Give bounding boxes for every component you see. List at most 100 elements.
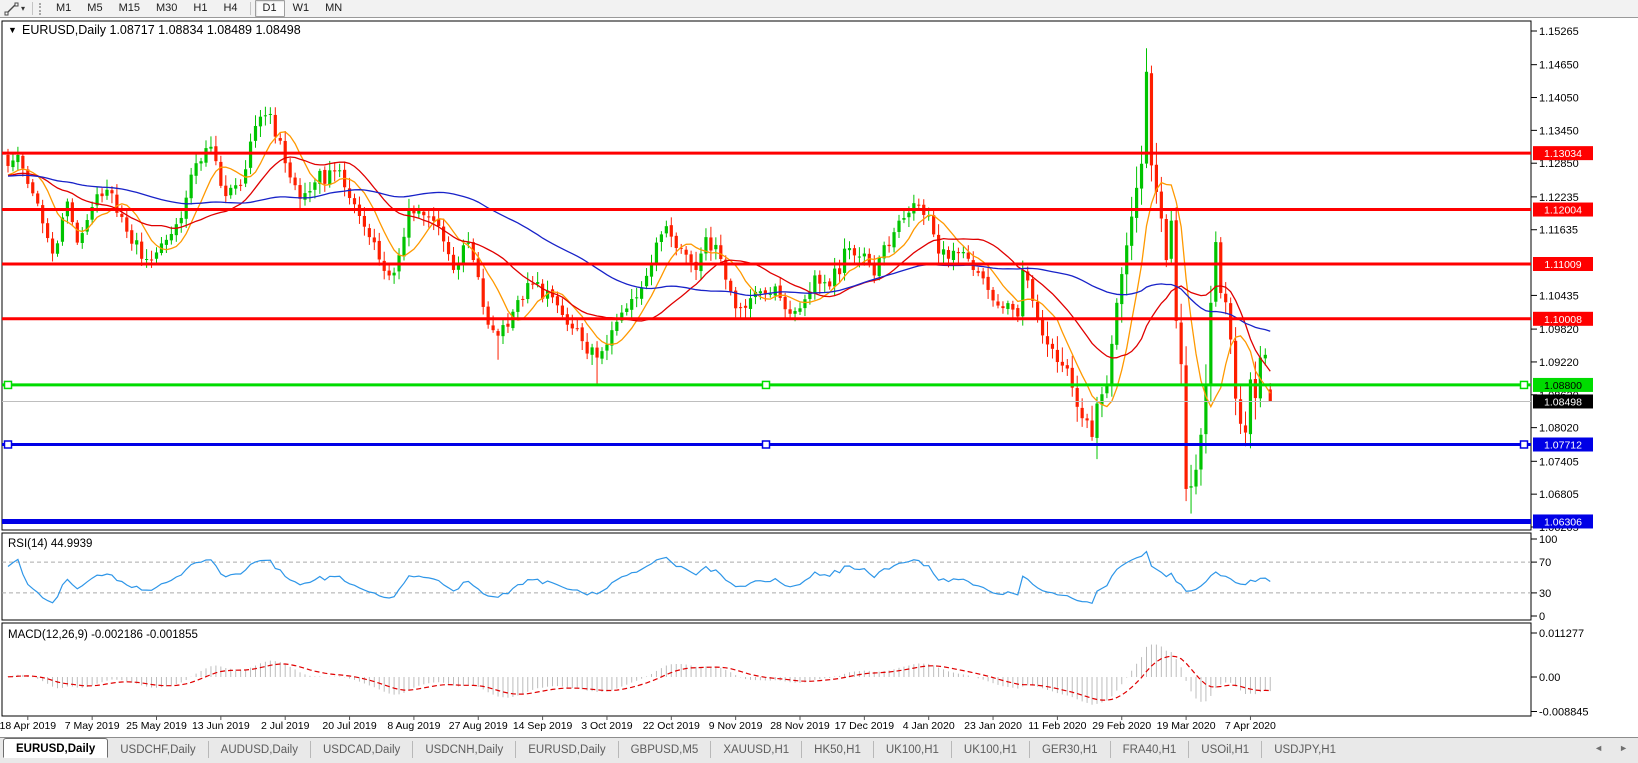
chart-tab-2-audusd-daily[interactable]: AUDUSD,Daily	[207, 741, 310, 758]
timeframe-button-w1[interactable]: W1	[292, 2, 310, 14]
candle-bearish	[669, 225, 673, 237]
moving-average-fast	[7, 131, 1271, 409]
price-tick-label: 1.14050	[1539, 93, 1579, 105]
chart-tab-12-fra40-h1[interactable]: FRA40,H1	[1109, 741, 1189, 758]
chart-tab-4-usdcnh-daily[interactable]: USDCNH,Daily	[412, 741, 515, 758]
chart-panel[interactable]	[1, 622, 1532, 717]
date-tick-label: 3 Oct 2019	[581, 720, 633, 732]
candle-bearish	[763, 290, 767, 295]
candle-bearish	[595, 347, 599, 358]
candle-bearish	[46, 223, 50, 239]
candle-bearish	[125, 217, 129, 232]
candle-bullish	[545, 290, 550, 299]
candle-bearish	[1159, 191, 1163, 219]
toolbar-grip[interactable]	[39, 2, 43, 15]
current-price-label-text: 1.08498	[1544, 396, 1582, 408]
candle-bullish	[823, 282, 827, 284]
candle-bearish	[684, 249, 688, 255]
tab-scroll-right-icon[interactable]: ►	[1619, 743, 1628, 753]
candle-bullish	[417, 210, 421, 214]
timeframe-button-m5[interactable]: M5	[87, 2, 103, 14]
date-tick-label: 19 Mar 2020	[1157, 720, 1216, 732]
chevron-down-icon[interactable]: ▾	[21, 4, 26, 13]
symbol-dropdown-icon[interactable]: ▼	[8, 25, 17, 35]
candle-bearish	[729, 280, 733, 292]
hline-handle[interactable]	[761, 440, 771, 449]
chart-tab-9-uk100-h1[interactable]: UK100,H1	[872, 741, 951, 758]
chart-tab-0-eurusd-daily[interactable]: EURUSD,Daily	[3, 738, 109, 758]
chart-tab-1-usdchf-daily[interactable]: USDCHF,Daily	[120, 744, 196, 756]
candle-bearish	[932, 215, 936, 235]
hline-price-label-text: 1.12004	[1544, 205, 1582, 217]
candle-bearish	[981, 271, 985, 279]
chart-tab-3-usdcad-daily[interactable]: USDCAD,Daily	[309, 741, 412, 758]
candle-bullish	[640, 287, 644, 299]
chart-tab-6-gbpusd-m5[interactable]: GBPUSD,M5	[617, 741, 711, 758]
chart-title: EURUSD,Daily 1.08717 1.08834 1.08489 1.0…	[22, 23, 301, 37]
moving-average-slow	[7, 174, 1271, 332]
candle-bearish	[323, 169, 327, 184]
candle-bearish	[1050, 343, 1055, 349]
timeframe-button-m1[interactable]: M1	[56, 2, 72, 14]
candle-bearish	[6, 155, 10, 166]
drawing-tool-button[interactable]: ▾	[0, 1, 28, 17]
candle-bullish	[169, 233, 173, 241]
candle-bullish	[961, 252, 965, 254]
chart-tab-7-xauusd-h1[interactable]: XAUUSD,H1	[710, 741, 801, 758]
timeframe-button-d1[interactable]: D1	[254, 0, 285, 17]
candle-bearish	[352, 198, 357, 205]
chart-panel[interactable]	[1, 532, 1532, 621]
candle-bullish	[402, 236, 406, 257]
rsi-scale-label: 0	[1539, 611, 1545, 623]
candle-bullish	[209, 146, 213, 149]
candle-bearish	[1164, 219, 1168, 261]
candle-bullish	[328, 170, 332, 185]
chart-tab-13-usoil-h1[interactable]: USOil,H1	[1188, 741, 1261, 758]
candle-bearish	[966, 252, 970, 259]
hline-handle[interactable]	[3, 380, 13, 390]
timeframe-button-h1[interactable]: H1	[193, 2, 208, 14]
timeframe-button-m15[interactable]: M15	[118, 2, 140, 14]
candle-bearish	[1184, 365, 1188, 489]
candle-bearish	[278, 138, 282, 141]
candle-bullish	[194, 163, 198, 176]
hline-handle[interactable]	[1519, 380, 1529, 390]
chart-tab-11-ger30-h1[interactable]: GER30,H1	[1028, 741, 1110, 758]
candle-bearish	[1268, 389, 1272, 402]
rsi-scale-label: 30	[1539, 588, 1551, 600]
candle-bearish	[120, 213, 124, 217]
candle-bearish	[1060, 361, 1064, 366]
chart-tab-8-hk50-h1[interactable]: HK50,H1	[801, 741, 873, 758]
candle-bullish	[536, 282, 540, 284]
candle-bullish	[664, 226, 668, 234]
date-tick-label: 22 Oct 2019	[643, 720, 700, 732]
hline-handle[interactable]	[761, 380, 771, 390]
price-tick-label: 1.06805	[1539, 489, 1579, 501]
chart-tab-10-uk100-h1[interactable]: UK100,H1	[950, 741, 1029, 758]
candle-bullish	[1139, 163, 1144, 189]
candle-bullish	[526, 283, 530, 300]
hline-handle[interactable]	[3, 440, 13, 449]
timeframe-button-m30[interactable]: M30	[155, 2, 178, 14]
candle-bullish	[145, 259, 149, 261]
macd-indicator-label: MACD(12,26,9) -0.002186 -0.001855	[8, 629, 198, 641]
timeframe-button-mn[interactable]: MN	[325, 2, 343, 14]
candle-bullish	[516, 300, 520, 312]
candle-bullish	[1105, 384, 1109, 394]
date-tick-label: 25 May 2019	[126, 720, 187, 732]
chart-tab-5-eurusd-daily[interactable]: EURUSD,Daily	[515, 741, 617, 758]
timeframe-button-h4[interactable]: H4	[223, 2, 238, 14]
tab-scroll-left-icon[interactable]: ◄	[1594, 743, 1604, 753]
candle-bullish	[649, 264, 654, 277]
hline-handle[interactable]	[1519, 440, 1529, 449]
chart-tab-14-usdjpy-h1[interactable]: USDJPY,H1	[1261, 741, 1348, 758]
toolbar-separator	[32, 2, 34, 15]
candle-bearish	[140, 241, 144, 259]
rsi-line	[7, 550, 1271, 605]
candle-bearish	[1085, 418, 1089, 421]
candle-bullish	[154, 252, 159, 259]
candle-bullish	[189, 174, 193, 199]
chart-panel[interactable]	[1, 20, 1532, 531]
hline-price-label-text: 1.11009	[1544, 259, 1581, 271]
